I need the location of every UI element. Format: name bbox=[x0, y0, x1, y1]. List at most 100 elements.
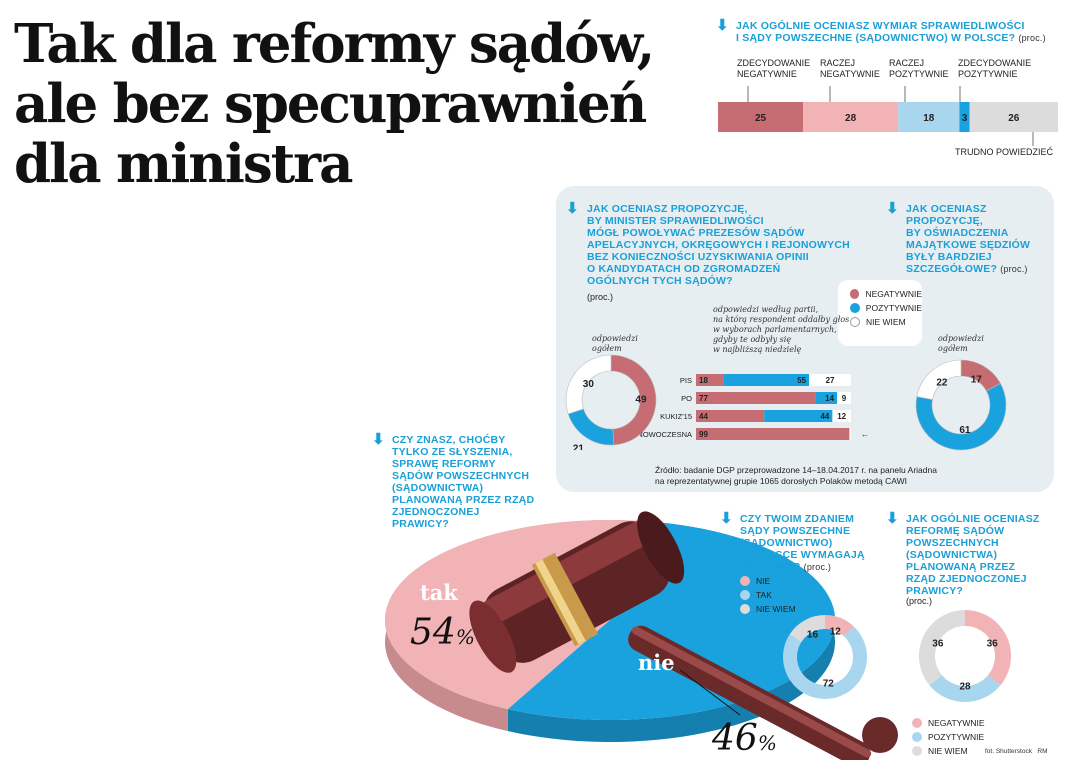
donut-value: 17 bbox=[971, 375, 983, 386]
q4-no-value: 46% bbox=[712, 718, 777, 759]
gavel-illustration bbox=[469, 511, 898, 760]
party-bar-segment bbox=[815, 392, 838, 404]
legend-item-positive: POZYTYWNIE bbox=[850, 301, 922, 315]
q2-unit: (proc.) bbox=[587, 292, 614, 302]
q1-question-line: I SĄDY POWSZECHNE (SĄDOWNICTWO) W POLSCE… bbox=[736, 32, 1016, 44]
donut-value: 36 bbox=[987, 639, 999, 650]
gavel-handle-end bbox=[862, 717, 898, 753]
party-bar-value: ← 1 bbox=[861, 430, 870, 439]
q1-question-line: JAK OGÓLNIE OCENIASZ WYMIAR SPRAWIEDLIWO… bbox=[736, 20, 1025, 32]
q6-unit: (proc.) bbox=[906, 596, 933, 606]
q1-bar-value: 3 bbox=[962, 113, 968, 124]
donut-value: 49 bbox=[635, 395, 647, 406]
donut-slice bbox=[915, 382, 1007, 451]
donut-slice bbox=[610, 354, 657, 446]
party-bar-value: 9 bbox=[842, 394, 847, 403]
q1-bar-chart: 25 28 18 3 26 bbox=[718, 86, 1058, 146]
arrow-down-icon: ⬇ bbox=[720, 510, 733, 527]
q1-unit: (proc.) bbox=[1018, 33, 1046, 43]
legend-item: TAK bbox=[740, 588, 796, 602]
party-bar-value: 14 bbox=[825, 394, 834, 403]
donut-slice bbox=[567, 408, 615, 446]
q3-unit: (proc.) bbox=[1000, 264, 1028, 274]
party-bar-value: 44 bbox=[820, 412, 829, 421]
legend-item: NEGATYWNIE bbox=[912, 716, 985, 730]
q5-unit: (proc.) bbox=[803, 562, 832, 572]
legend-item: NIE WIEM bbox=[740, 602, 796, 616]
legend-item: NIE bbox=[740, 574, 796, 588]
party-label: PIS bbox=[680, 376, 692, 385]
q3-donut: 17 61 22 bbox=[915, 359, 1007, 451]
legend-item: POZYTYWNIE bbox=[912, 730, 985, 744]
party-bar-segment bbox=[764, 410, 833, 422]
donut-slice bbox=[825, 615, 854, 637]
q4-pie-with-gavel bbox=[384, 511, 898, 760]
donut-value: 36 bbox=[932, 639, 944, 650]
arrow-down-icon: ⬇ bbox=[716, 17, 729, 34]
party-bar-segment bbox=[723, 374, 810, 386]
q2-party-chart: PIS 18 55 27 PO 77 14 9 KUKIZ'15 44 44 12 NOWOCZESNA… bbox=[640, 374, 870, 440]
donut-slice bbox=[919, 610, 965, 686]
donut-slice bbox=[789, 615, 825, 642]
donut-slice bbox=[929, 675, 1001, 702]
q1-bar-segment bbox=[959, 102, 970, 132]
q4-leader-line bbox=[679, 669, 741, 716]
q1-cat-label: TRUDNO POWIEDZIEĆ bbox=[955, 147, 1053, 157]
party-bar-value: 55 bbox=[797, 376, 806, 385]
title-line-2: ale bez specuprawnień bbox=[14, 73, 647, 135]
q1-bar-segment bbox=[898, 102, 960, 132]
party-bar-segment bbox=[696, 392, 816, 404]
party-bar-value: 44 bbox=[699, 412, 708, 421]
party-bar-segment bbox=[832, 410, 851, 422]
q1-cat-label: RACZEJ POZYTYWNIE bbox=[889, 58, 949, 79]
arrow-down-icon: ⬇ bbox=[566, 200, 579, 217]
title-line-1: Tak dla reformy sądów, bbox=[14, 13, 655, 75]
donut-value: 61 bbox=[959, 425, 971, 436]
q2-party-note: odpowiedzi według partii, na którą respon… bbox=[713, 305, 850, 354]
party-bar-segment bbox=[696, 428, 850, 440]
q4-yes-label: tak bbox=[420, 580, 458, 605]
q1-cat-label: ZDECYDOWANIE POZYTYWNIE bbox=[958, 58, 1032, 79]
q1-question: JAK OGÓLNIE OCENIASZ WYMIAR SPRAWIEDLIWO… bbox=[736, 20, 1046, 44]
legend-item: NIE WIEM bbox=[912, 744, 985, 758]
q6-question: JAK OGÓLNIE OCENIASZ REFORMĘ SĄDÓW POWSZEC… bbox=[906, 513, 1040, 597]
q3-question: JAK OCENIASZ PROPOZYCJĘ, BY OŚWIADCZENIA MA… bbox=[906, 203, 1031, 275]
party-bar-value: 12 bbox=[837, 412, 846, 421]
party-bar-segment bbox=[809, 374, 851, 386]
q1-bar-segment bbox=[718, 102, 803, 132]
source-note: Źródło: badanie DGP przeprowadzone 14–18… bbox=[655, 465, 937, 486]
party-bar-segment bbox=[696, 410, 765, 422]
party-label: KUKIZ'15 bbox=[660, 412, 692, 421]
legend-item-none: NIE WIEM bbox=[850, 315, 922, 329]
donut-slice bbox=[783, 626, 867, 699]
q2-overall-label: odpowiedzi ogółem bbox=[592, 334, 638, 353]
q4-pie-side bbox=[507, 522, 836, 742]
q1-bar-segment bbox=[803, 102, 899, 132]
legend-item-negative: NEGATYWNIE bbox=[850, 287, 922, 301]
party-bar-segment bbox=[849, 428, 851, 440]
q4-question: CZY ZNASZ, CHOĆBY TYLKO ZE SŁYSZENIA, SPRA… bbox=[392, 434, 535, 530]
party-bar-value: 77 bbox=[699, 394, 708, 403]
donut-value: 22 bbox=[936, 377, 948, 388]
q5-legend: NIE TAK NIE WIEM bbox=[740, 574, 796, 616]
arrow-down-icon: ⬇ bbox=[372, 431, 385, 448]
party-label: PO bbox=[681, 394, 692, 403]
arrow-down-icon: ⬇ bbox=[886, 200, 899, 217]
gavel-head bbox=[469, 511, 685, 673]
donut-value: 16 bbox=[807, 630, 819, 641]
donut-value: 28 bbox=[959, 682, 971, 693]
q1-bar-segment bbox=[969, 102, 1058, 132]
title-line-3: dla ministra bbox=[14, 133, 353, 195]
q1-bar-value: 18 bbox=[923, 113, 935, 124]
donut-slice bbox=[565, 354, 612, 415]
party-bar-value: 27 bbox=[826, 376, 835, 385]
q6-donut: 36 28 36 bbox=[919, 610, 1011, 702]
photo-credit: fot. Shutterstock RM bbox=[985, 748, 1048, 755]
donut-slice bbox=[965, 610, 1011, 686]
arrow-down-icon: ⬇ bbox=[886, 510, 899, 527]
q4-pie-slice bbox=[507, 522, 835, 720]
q5-donut: 12 72 16 bbox=[783, 615, 867, 699]
q1-bar-value: 25 bbox=[755, 113, 767, 124]
q1-bar-value: 26 bbox=[1008, 113, 1020, 124]
gavel-handle-highlight bbox=[631, 626, 872, 758]
